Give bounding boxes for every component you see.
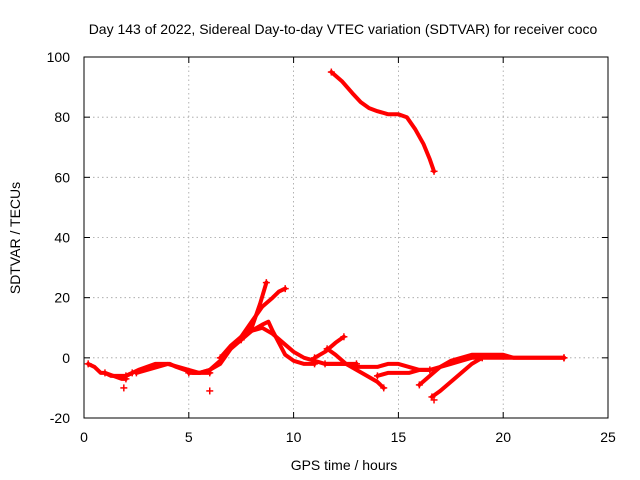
y-tick-label: 60 [54,169,70,185]
data-point [132,369,140,377]
data-point [237,336,245,344]
series-line-arc-9 [312,334,346,360]
data-point [122,372,130,380]
series-line-arc-8 [323,361,432,372]
chart-title: Day 143 of 2022, Sidereal Day-to-day VTE… [89,21,598,37]
chart-grid [84,57,608,418]
x-tick-label: 5 [185,429,193,445]
y-axis-title: SDTVAR / TECUs [7,182,23,294]
data-point [430,167,438,175]
x-axis-title: GPS time / hours [291,457,398,473]
series-line-arc-13 [429,355,485,399]
data-point [84,360,92,368]
outlier-point [206,387,214,395]
x-tick-label: 15 [391,429,407,445]
y-tick-label: 20 [54,290,70,306]
x-tick-label: 10 [286,429,302,445]
data-point [216,354,224,362]
data-point [428,393,436,401]
series-line-arc-10 [325,346,386,390]
data-point [352,360,360,368]
data-point [380,384,388,392]
data-point [340,333,348,341]
data-point [262,279,270,287]
data-point [373,372,381,380]
outlier-point [120,384,128,392]
chart-axes: 0 5 10 15 20 25 -20 0 20 40 60 80 100 [47,49,616,445]
data-point [478,354,486,362]
data-point [560,354,568,362]
y-tick-label: 0 [62,350,70,366]
x-tick-label: 0 [80,429,88,445]
data-point [311,360,319,368]
chart-series [84,68,568,404]
data-point [101,369,109,377]
data-point [327,68,335,76]
x-tick-label: 20 [495,429,511,445]
y-tick-label: 100 [47,49,71,65]
data-point [206,369,214,377]
series-line-arc-7 [239,319,317,366]
data-point [323,345,331,353]
series-line-arc-14 [329,70,436,174]
data-point [281,285,289,293]
y-tick-label: 80 [54,109,70,125]
series-line-arc-12 [417,352,566,387]
data-point [185,369,193,377]
data-point [415,381,423,389]
y-tick-label: 40 [54,230,70,246]
data-point [321,360,329,368]
data-point [311,354,319,362]
y-tick-label: -20 [50,410,70,426]
x-tick-label: 25 [600,429,616,445]
data-point [426,366,434,374]
